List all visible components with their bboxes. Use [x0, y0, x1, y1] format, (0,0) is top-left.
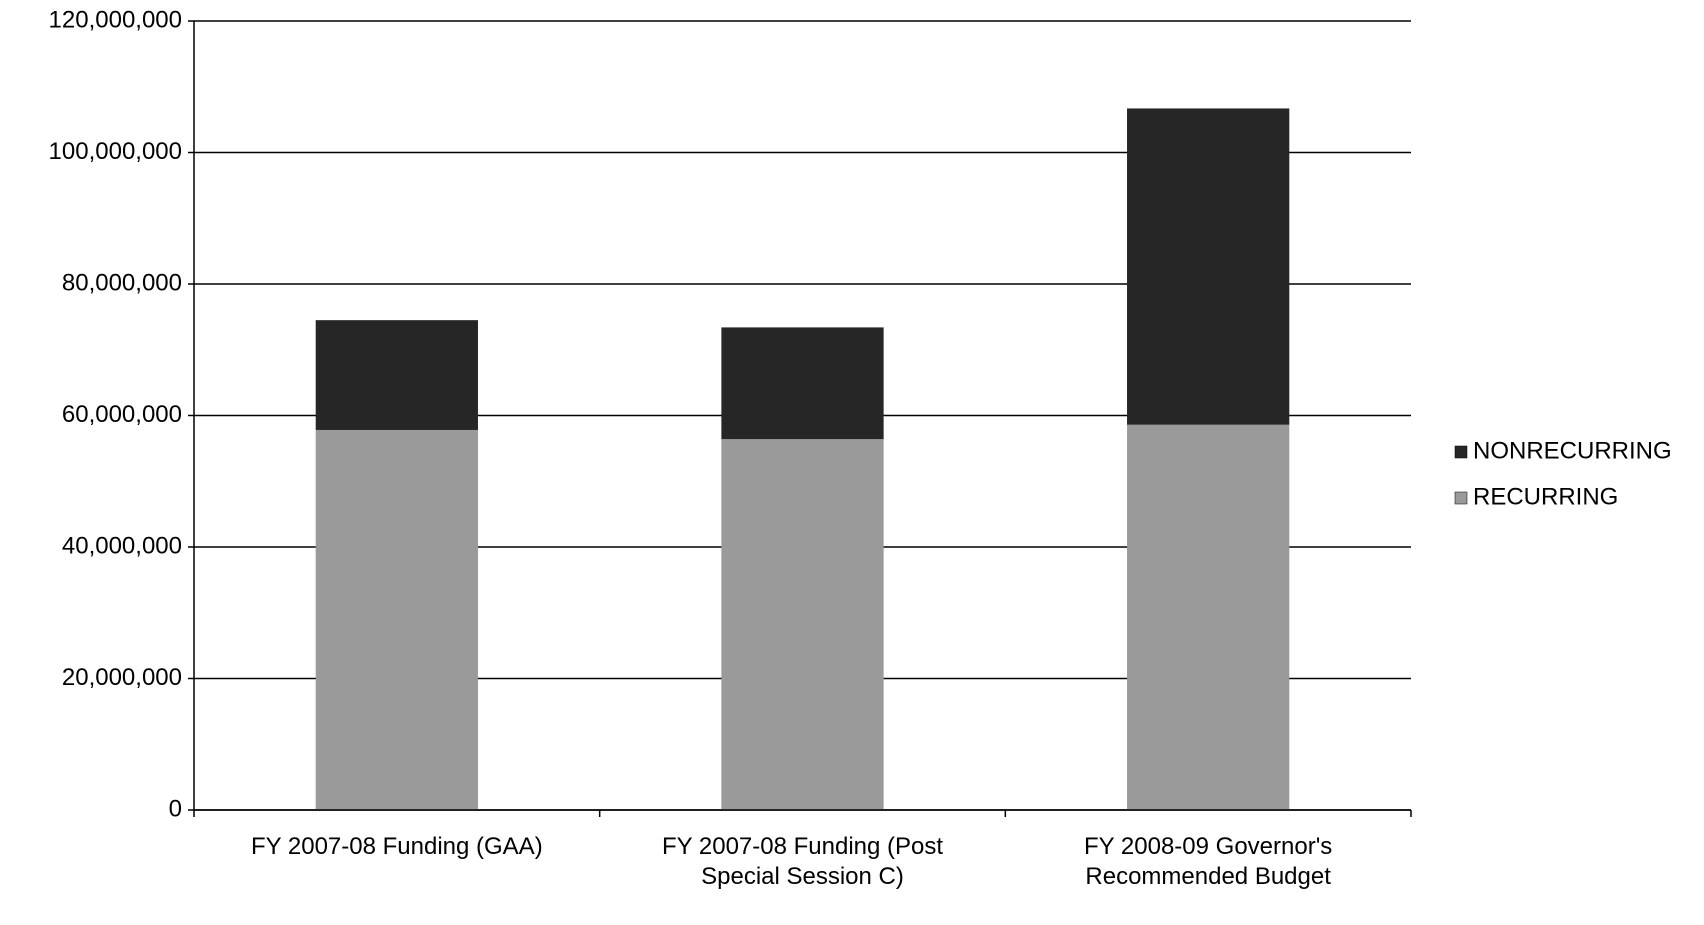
x-tick-label: FY 2007-08 Funding (Post Special Session… — [661, 833, 944, 890]
x-tick-label: FY 2007-08 Funding (GAA) — [250, 833, 543, 860]
y-tick-label: 80,000,000 — [62, 269, 182, 296]
x-tick-label: FY 2008-09 Governor's Recommended Budget — [1084, 833, 1333, 890]
y-tick-label: 120,000,000 — [49, 6, 182, 33]
bar-segment — [315, 320, 478, 430]
bar-segment — [721, 327, 884, 440]
legend-swatch — [1454, 445, 1468, 459]
y-tick-label: 100,000,000 — [49, 138, 182, 165]
legend-label: RECURRING — [1473, 483, 1618, 510]
y-tick-label: 40,000,000 — [62, 532, 182, 559]
bar-segment — [1127, 108, 1290, 425]
y-tick-label: 60,000,000 — [62, 401, 182, 428]
bar-segment — [721, 439, 884, 810]
y-tick-label: 20,000,000 — [62, 664, 182, 691]
bar-segment — [1127, 424, 1290, 810]
bar-segment — [315, 429, 478, 810]
y-tick-label: 0 — [169, 795, 182, 822]
legend-swatch — [1454, 491, 1468, 505]
legend-label: NONRECURRING — [1473, 437, 1672, 464]
